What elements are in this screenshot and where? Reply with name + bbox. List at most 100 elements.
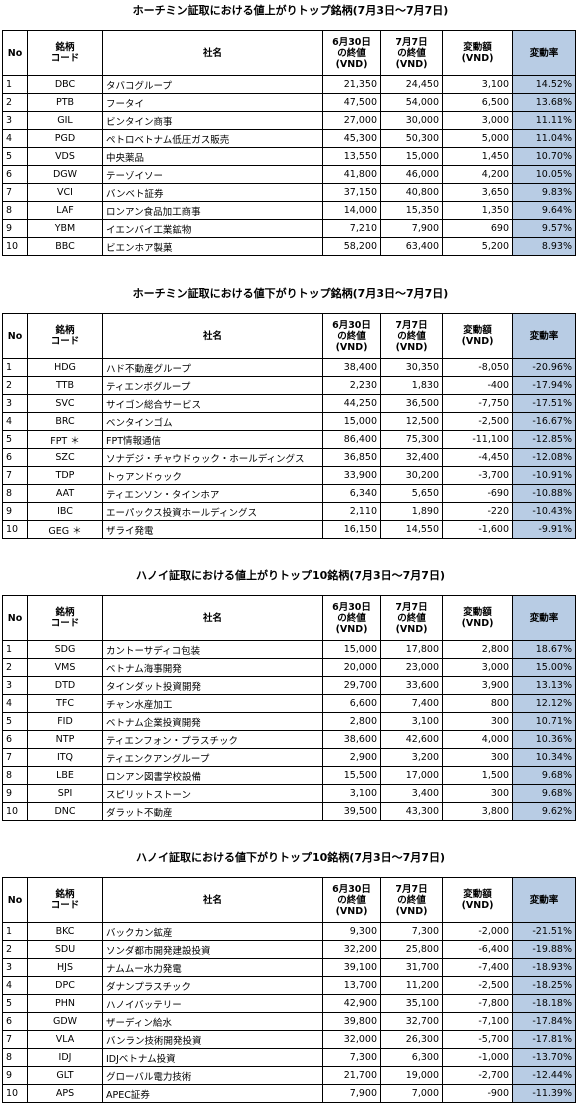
cell: AAT: [27, 484, 103, 503]
cell: 15,500: [322, 766, 381, 785]
header-row: No 銘柄 コード 社名 6月30日 の終値 (VND) 7月7日 の終値 (VND) 変…: [2, 30, 576, 76]
section-title: ハノイ証取における値上がりトップ10銘柄(7月3日～7月7日): [136, 569, 445, 582]
cell: ロンアン図書学校設備: [102, 766, 323, 785]
cell: 38,400: [322, 358, 381, 377]
header-cell: 社名: [102, 877, 323, 923]
cell: 8: [2, 1048, 28, 1067]
cell: イエンバイ工業鉱物: [102, 219, 323, 238]
section-title: ホーチミン証取における値下がりトップ銘柄(7月3日～7月7日): [132, 287, 449, 300]
cell: 4: [2, 976, 28, 995]
cell: ビンタイン商事: [102, 111, 323, 130]
cell: 17,000: [380, 766, 443, 785]
cell: 7: [2, 1030, 28, 1049]
section-title: ホーチミン証取における値上がりトップ銘柄(7月3日～7月7日): [132, 4, 449, 17]
data-table: No 銘柄 コード 社名 6月30日 の終値 (VND) 7月7日 の終値 (VND) 変…: [2, 30, 576, 256]
cell: 1: [2, 75, 28, 94]
cell: TTB: [27, 376, 103, 395]
cell: ティエンソン・タインホア: [102, 484, 323, 503]
cell: 86,400: [322, 430, 381, 449]
cell: APS: [27, 1084, 103, 1103]
data-row: 4 BRC ベンタインゴム 15,000 12,500 -2,500 -16.67%: [2, 412, 576, 431]
cell: 30,000: [380, 111, 443, 130]
cell: 36,500: [380, 394, 443, 413]
cell: 7,300: [380, 922, 443, 941]
data-row: 1 HDG ハド不動産グループ 38,400 30,350 -8,050 -20.96%: [2, 358, 576, 377]
cell: -1,600: [442, 520, 513, 539]
cell: 1,830: [380, 376, 443, 395]
cell: 6: [2, 1012, 28, 1031]
data-row: 7 VLA バンラン技術開発投資 32,000 26,300 -5,700 -17.81%: [2, 1030, 576, 1049]
cell: 4,000: [442, 730, 513, 749]
cell: 1,450: [442, 147, 513, 166]
cell: 9.68%: [512, 784, 576, 803]
cell: 1: [2, 922, 28, 941]
header-cell: 7月7日 の終値 (VND): [380, 877, 443, 923]
cell: エーパックス投資ホールディングス: [102, 502, 323, 521]
cell: タバコグループ: [102, 75, 323, 94]
cell: 9: [2, 1066, 28, 1085]
cell: トゥアンドゥック: [102, 466, 323, 485]
cell: FPT ＊: [27, 430, 103, 449]
cell: -6,400: [442, 940, 513, 959]
cell: 6: [2, 165, 28, 184]
cell: 39,500: [322, 802, 381, 821]
data-row: 2 TTB ティエンボグループ 2,230 1,830 -400 -17.94%: [2, 376, 576, 395]
cell: -12.44%: [512, 1066, 576, 1085]
cell: GDW: [27, 1012, 103, 1031]
header-cell: 銘柄 コード: [27, 30, 103, 76]
cell: 800: [442, 694, 513, 713]
cell: 2,110: [322, 502, 381, 521]
cell: 2,230: [322, 376, 381, 395]
cell: 14.52%: [512, 75, 576, 94]
header-cell: No: [2, 313, 28, 359]
cell: 1: [2, 358, 28, 377]
cell: 15,350: [380, 201, 443, 220]
cell: -2,000: [442, 922, 513, 941]
cell: -17.94%: [512, 376, 576, 395]
data-row: 7 TDP トゥアンドゥック 33,900 30,200 -3,700 -10.91%: [2, 466, 576, 485]
cell: 4,200: [442, 165, 513, 184]
header-row: No 銘柄 コード 社名 6月30日 の終値 (VND) 7月7日 の終値 (VND) 変…: [2, 877, 576, 923]
cell: フータイ: [102, 93, 323, 112]
cell: ザライ発電: [102, 520, 323, 539]
cell: -3,700: [442, 466, 513, 485]
header-row: No 銘柄 コード 社名 6月30日 の終値 (VND) 7月7日 の終値 (VND) 変…: [2, 313, 576, 359]
cell: LBE: [27, 766, 103, 785]
cell: -7,800: [442, 994, 513, 1013]
cell: 3,100: [380, 712, 443, 731]
cell: 5: [2, 994, 28, 1013]
cell: 7,300: [322, 1048, 381, 1067]
cell: 9.68%: [512, 766, 576, 785]
data-row: 5 PHN ハノイバッテリー 42,900 35,100 -7,800 -18.18%: [2, 994, 576, 1013]
cell: -2,500: [442, 412, 513, 431]
header-cell: 社名: [102, 313, 323, 359]
header-cell: 6月30日 の終値 (VND): [322, 877, 381, 923]
cell: SVC: [27, 394, 103, 413]
cell: テーゾイソー: [102, 165, 323, 184]
cell: 50,300: [380, 129, 443, 148]
cell: 38,600: [322, 730, 381, 749]
data-row: 5 FID ベトナム企業投資開発 2,800 3,100 300 10.71%: [2, 712, 576, 731]
cell: 47,500: [322, 93, 381, 112]
cell: 7,900: [322, 1084, 381, 1103]
cell: 31,700: [380, 958, 443, 977]
cell: DTD: [27, 676, 103, 695]
data-row: 7 ITQ ティエンクアングループ 2,900 3,200 300 10.34%: [2, 748, 576, 767]
data-row: 8 LBE ロンアン図書学校設備 15,500 17,000 1,500 9.68%: [2, 766, 576, 785]
cell: 2: [2, 658, 28, 677]
cell: ペトロベトナム低圧ガス販売: [102, 129, 323, 148]
cell: 26,300: [380, 1030, 443, 1049]
cell: 3: [2, 958, 28, 977]
cell: 10.70%: [512, 147, 576, 166]
cell: 15,000: [322, 412, 381, 431]
cell: 9.62%: [512, 802, 576, 821]
cell: 13,550: [322, 147, 381, 166]
header-cell: No: [2, 877, 28, 923]
cell: 2,800: [442, 640, 513, 659]
cell: 中央薬品: [102, 147, 323, 166]
cell: -17.81%: [512, 1030, 576, 1049]
data-row: 10 DNC ダラット不動産 39,500 43,300 3,800 9.62%: [2, 802, 576, 821]
cell: 75,300: [380, 430, 443, 449]
cell: 27,000: [322, 111, 381, 130]
cell: 6: [2, 448, 28, 467]
